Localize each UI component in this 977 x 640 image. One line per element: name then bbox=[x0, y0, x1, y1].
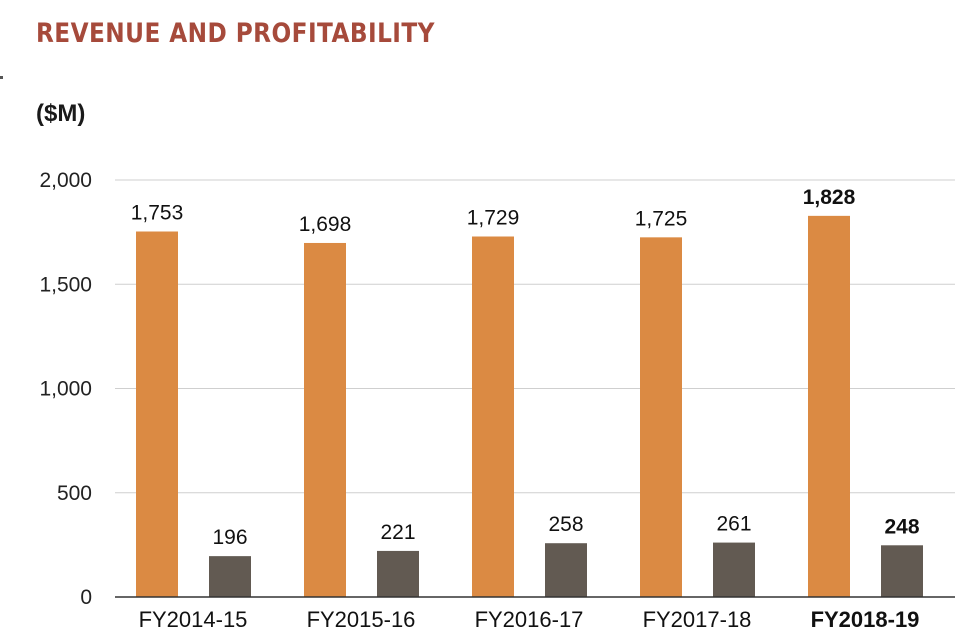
edge-mark bbox=[0, 76, 3, 79]
unit-label: ($M) bbox=[36, 100, 86, 127]
x-tick-label: FY2018-19 bbox=[811, 607, 920, 632]
x-tick-label: FY2017-18 bbox=[643, 607, 752, 632]
revenue-bar bbox=[808, 215, 850, 597]
profit-value-label: 261 bbox=[716, 513, 751, 536]
revenue-bar bbox=[472, 236, 514, 598]
revenue-bar bbox=[304, 242, 346, 598]
y-tick-label: 1,500 bbox=[39, 273, 92, 296]
y-tick-labels: 0 500 1,000 1,500 2,000 bbox=[39, 169, 92, 609]
y-tick-label: 500 bbox=[57, 482, 92, 505]
bars bbox=[136, 215, 923, 598]
profit-bar bbox=[713, 542, 755, 597]
profit-value-label: 221 bbox=[380, 521, 415, 544]
profit-bar bbox=[209, 556, 251, 597]
value-labels: 1,753 196 1,698 221 1,729 258 1,725 261 1,828 248 bbox=[131, 186, 920, 549]
profit-value-label: 248 bbox=[884, 515, 919, 538]
revenue-value-label: 1,729 bbox=[467, 207, 520, 230]
chart-title: REVENUE AND PROFITABILITY bbox=[36, 18, 435, 49]
x-tick-label: FY2014-15 bbox=[139, 607, 248, 632]
y-tick-label: 2,000 bbox=[39, 169, 92, 192]
y-tick-label: 1,000 bbox=[39, 378, 92, 401]
revenue-value-label: 1,828 bbox=[803, 186, 856, 209]
revenue-bar bbox=[640, 237, 682, 597]
y-tick-label: 0 bbox=[80, 586, 92, 609]
x-tick-labels: FY2014-15 FY2015-16 FY2016-17 FY2017-18 FY20… bbox=[139, 607, 920, 632]
profit-bar bbox=[545, 543, 587, 597]
profit-bar bbox=[377, 550, 419, 597]
revenue-value-label: 1,725 bbox=[635, 207, 688, 230]
profit-bar bbox=[881, 545, 923, 597]
profit-value-label: 196 bbox=[212, 526, 247, 549]
revenue-value-label: 1,698 bbox=[299, 213, 352, 236]
x-tick-label: FY2015-16 bbox=[307, 607, 416, 632]
profit-value-label: 258 bbox=[548, 513, 583, 536]
revenue-bar bbox=[136, 231, 178, 597]
revenue-value-label: 1,753 bbox=[131, 201, 184, 224]
x-tick-label: FY2016-17 bbox=[475, 607, 584, 632]
